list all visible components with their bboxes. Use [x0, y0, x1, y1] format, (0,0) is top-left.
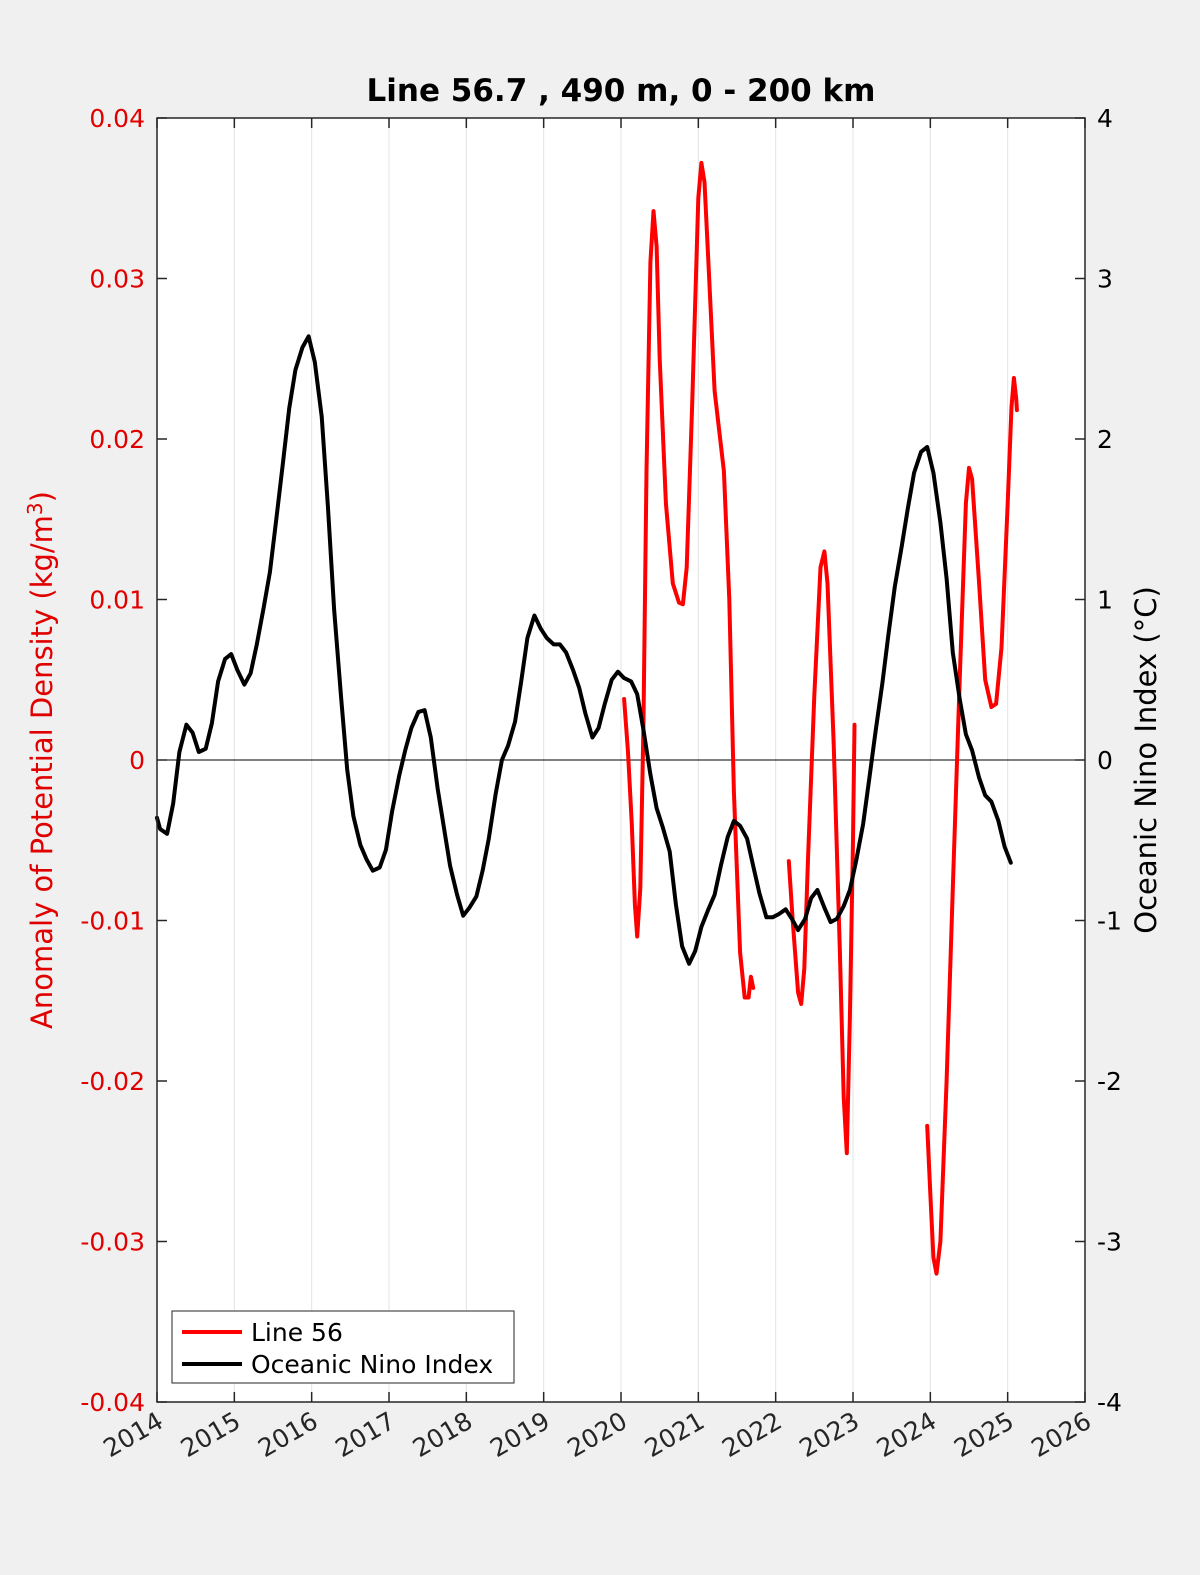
y-axis-label-left-sup: 3	[23, 502, 47, 515]
x-tick-label: 2019	[485, 1406, 555, 1463]
y-right-tick-label: -2	[1097, 1067, 1122, 1096]
y-right-tick-label: 4	[1097, 104, 1113, 133]
x-tick-label: 2016	[253, 1406, 323, 1463]
y-left-tick-label: 0.01	[89, 586, 145, 615]
x-tick-label: 2015	[176, 1406, 246, 1463]
y-right-tick-label: 2	[1097, 425, 1113, 454]
x-tick-label: 2017	[330, 1406, 400, 1463]
y-left-tick-label: 0.04	[89, 104, 145, 133]
y-left-tick-label: -0.02	[80, 1067, 145, 1096]
chart-title: Line 56.7 , 490 m, 0 - 200 km	[367, 73, 876, 109]
series-line-56-segment-3	[925, 376, 1019, 1276]
y-right-tick-label: -3	[1097, 1228, 1122, 1257]
y-axis-label-left-close: )	[25, 491, 59, 502]
y-left-tick-label: 0	[129, 746, 145, 775]
series-line-56-segment-1	[622, 160, 756, 1000]
series-line-56-segment-2	[786, 549, 857, 1156]
x-tick-label: 2024	[872, 1406, 942, 1463]
y-right-tick-label: -4	[1097, 1388, 1122, 1417]
y-left-tick-label: -0.04	[80, 1388, 145, 1417]
legend: Line 56 Oceanic Nino Index	[171, 1310, 515, 1384]
series-oceanic-nino-index	[155, 334, 1013, 966]
y-axis-label-left-text: Anomaly of Potential Density (kg/m	[25, 515, 59, 1029]
y-left-tick-label: -0.03	[80, 1228, 145, 1257]
y-left-tick-label: -0.01	[80, 907, 145, 936]
y-axis-label-left: Anomaly of Potential Density (kg/m3)	[23, 491, 59, 1029]
x-tick-label: 2023	[794, 1406, 864, 1463]
x-tick-label: 2026	[1026, 1406, 1096, 1463]
legend-label-line-56: Line 56	[251, 1318, 343, 1347]
x-tick-label: 2018	[408, 1406, 478, 1463]
y-left-tick-label: 0.03	[89, 265, 145, 294]
y-left-tick-label: 0.02	[89, 425, 145, 454]
series-lines	[155, 160, 1019, 1276]
x-tick-label: 2021	[640, 1406, 710, 1463]
y-axis-label-right: Oceanic Nino Index (°C)	[1129, 586, 1163, 934]
x-tick-label: 2022	[717, 1406, 787, 1463]
legend-box	[171, 1310, 515, 1384]
y-right-tick-label: -1	[1097, 907, 1122, 936]
x-tick-label: 2025	[949, 1406, 1019, 1463]
tick-marks	[156, 117, 1086, 1403]
legend-label-oni: Oceanic Nino Index	[251, 1350, 493, 1379]
y-right-tick-label: 1	[1097, 586, 1113, 615]
y-right-tick-label: 0	[1097, 746, 1113, 775]
y-right-tick-label: 3	[1097, 265, 1113, 294]
x-tick-label: 2020	[562, 1406, 632, 1463]
